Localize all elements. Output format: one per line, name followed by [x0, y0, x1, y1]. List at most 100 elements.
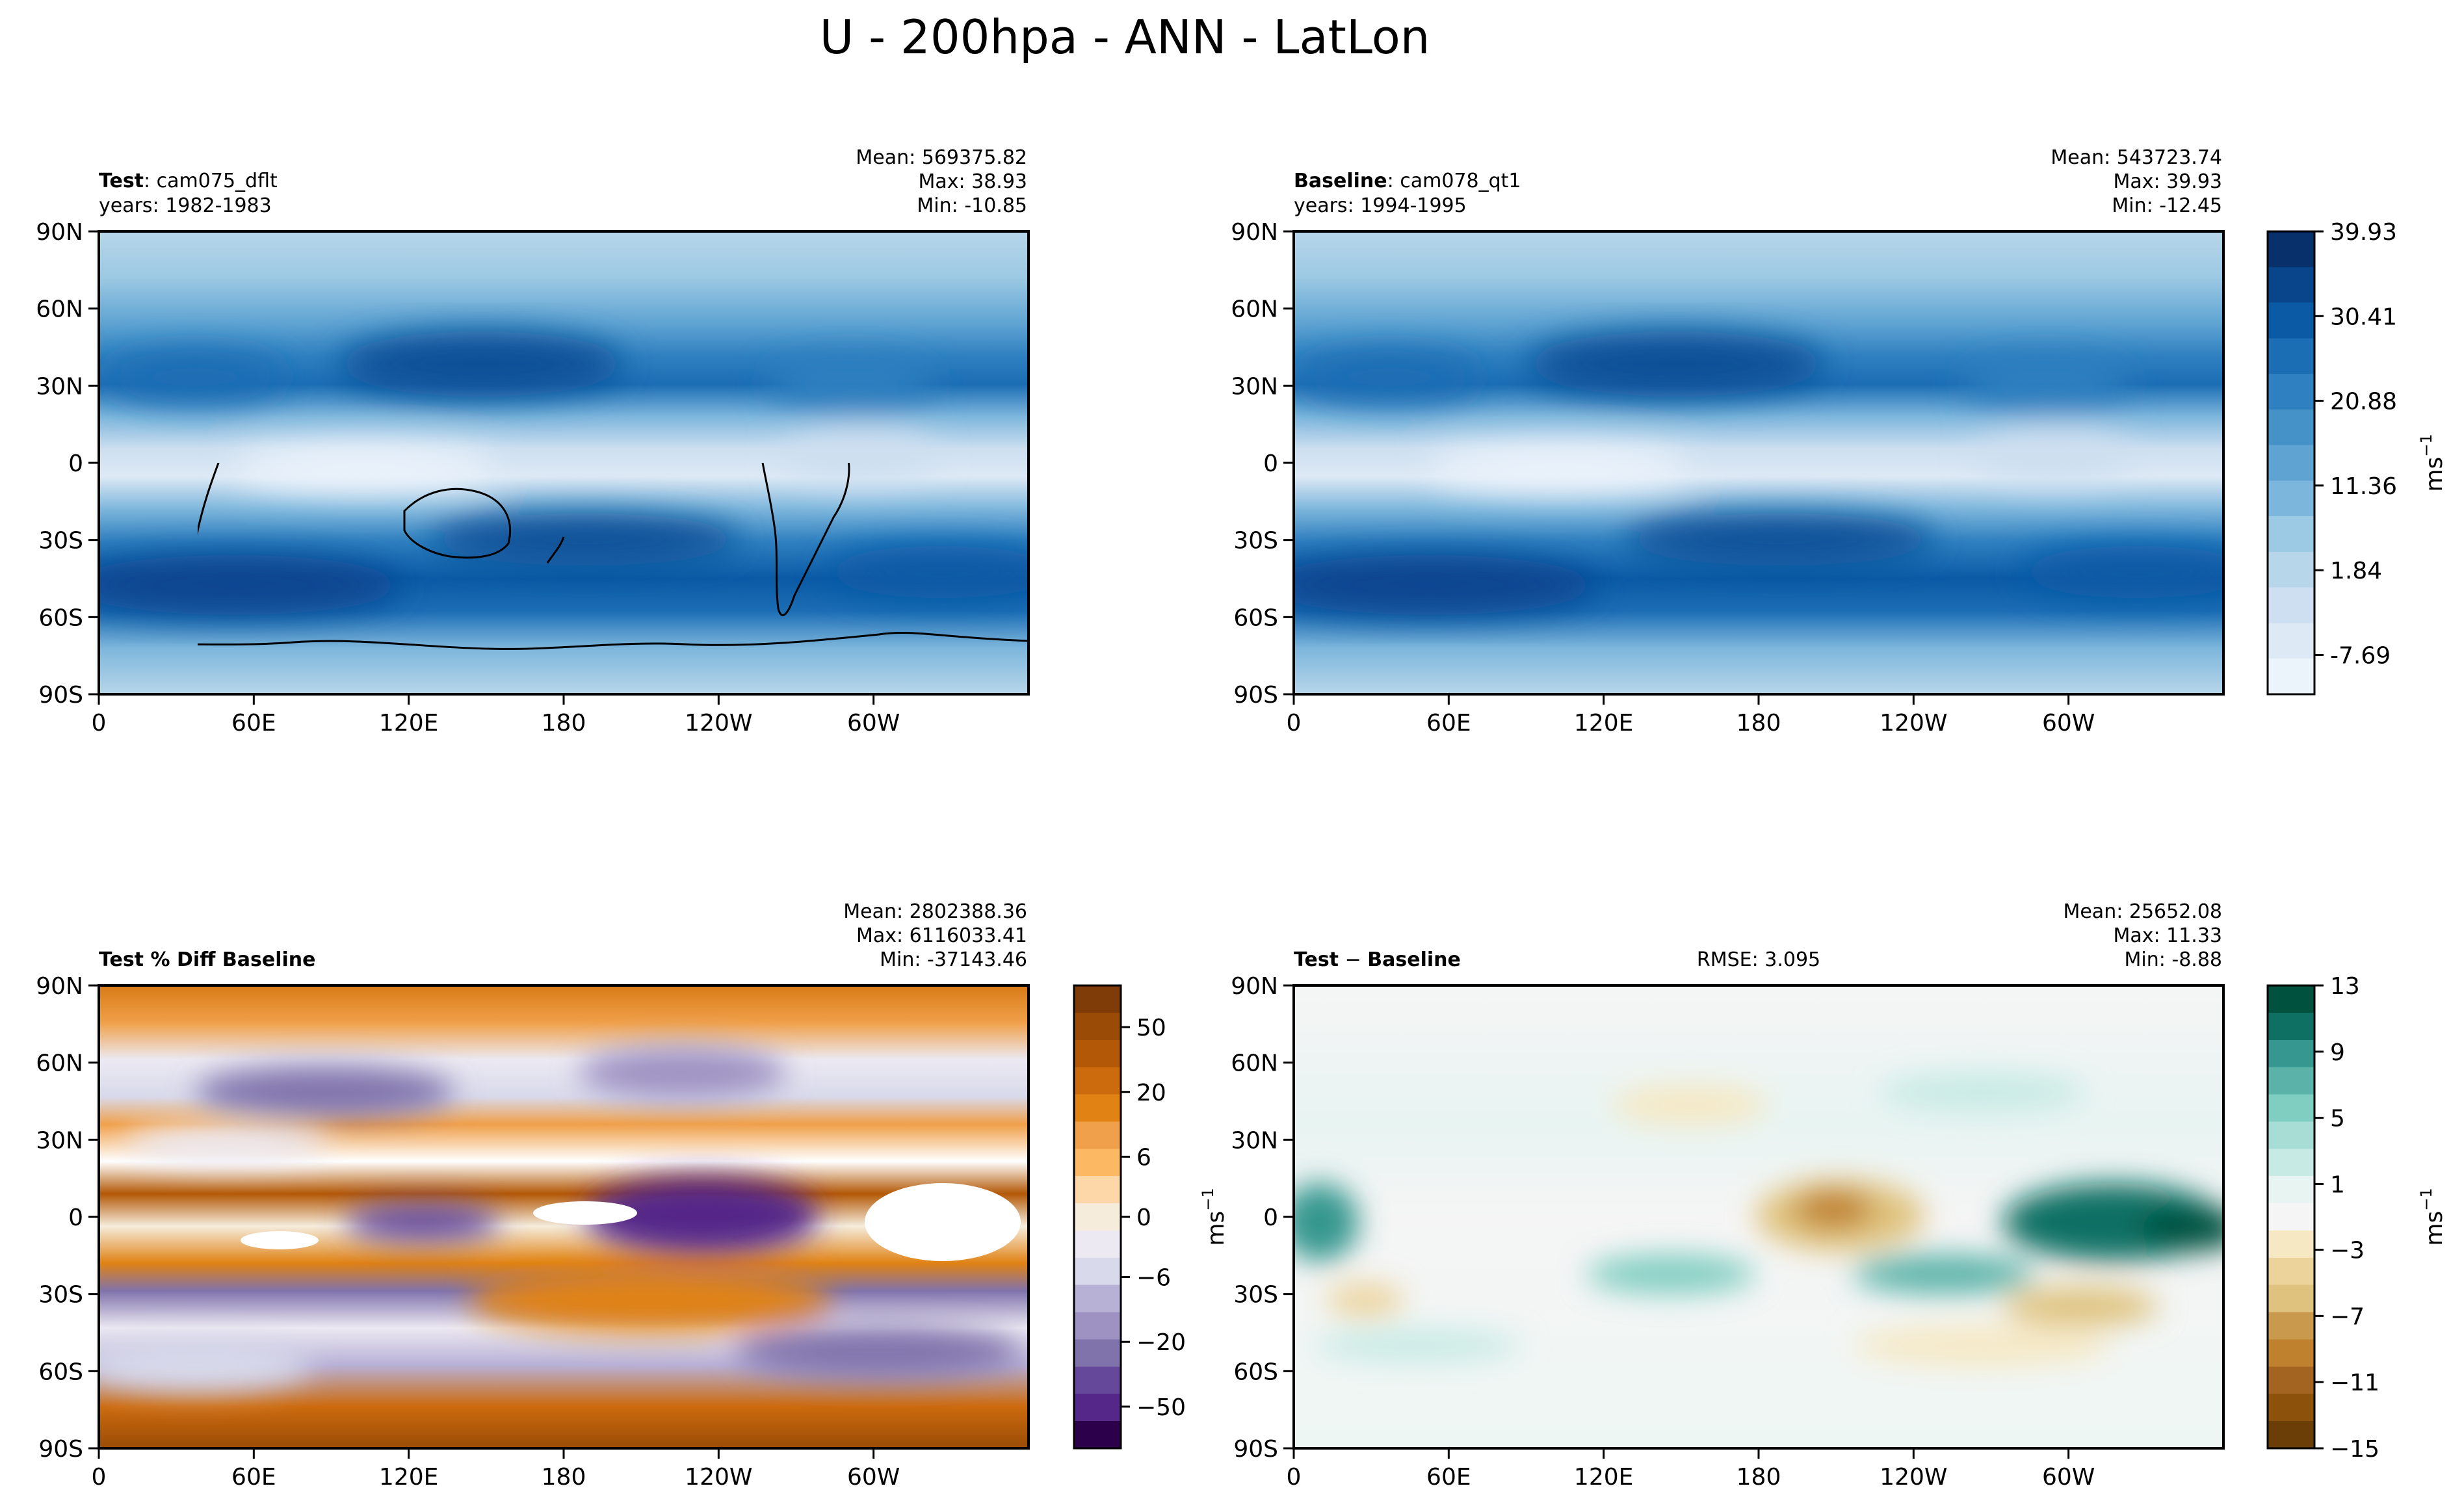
x-tick-label: 120E	[1574, 1464, 1633, 1491]
panel-baseline-min: Min: -12.45	[2112, 194, 2222, 217]
panel-pct-diff-title: Test % Diff Baseline	[99, 948, 316, 971]
coastline	[198, 631, 1029, 650]
colorbar-pct-diff-bar	[1073, 984, 1122, 1450]
y-tick-label: 60S	[38, 605, 83, 631]
x-tick-label: 120W	[685, 1464, 752, 1491]
y-tick-label: 30S	[38, 1282, 83, 1309]
panel-difference-title: Test − Baseline	[1294, 948, 1461, 971]
x-tick-label: 60W	[847, 710, 900, 736]
y-tick-label: 60S	[1233, 605, 1278, 631]
colorbar-tick-label: −3	[2330, 1238, 2365, 1264]
colorbar-baseline-bar	[2266, 230, 2316, 696]
x-tick-label: 180	[542, 710, 586, 736]
colorbar-tick-label: −11	[2330, 1370, 2379, 1396]
panel-pct-diff: Test % Diff Baseline Mean: 2802388.36 Ma…	[36, 900, 1186, 1491]
panel-difference: Test − Baseline RMSE: 3.095 Mean: 25652.…	[1199, 900, 2448, 1491]
panel-baseline: Baseline: cam078_qt1 years: 1994-1995 Me…	[1231, 146, 2448, 736]
panel-test-min: Min: -10.85	[917, 194, 1027, 217]
colorbar-tick-label: −20	[1136, 1329, 1186, 1356]
x-tick-label: 60W	[847, 1464, 900, 1491]
panel-pct-diff-axes: 0 60E 120E 180 120W 60W 90N 60N 30N 0 30S 60S 90S	[36, 973, 900, 1491]
y-tick-label: 90S	[1233, 682, 1278, 709]
panel-baseline-map	[1294, 231, 2223, 694]
colorbar-tick-label: 13	[2330, 973, 2360, 1000]
x-tick-label: 120W	[685, 710, 752, 736]
panel-test-map	[99, 231, 1029, 694]
y-tick-label: 30S	[1233, 528, 1278, 554]
y-tick-label: 0	[68, 450, 83, 477]
x-tick-label: 0	[1287, 710, 1302, 736]
panel-test-jets	[99, 332, 1029, 615]
x-tick-label: 120W	[1880, 710, 1947, 736]
panel-test-axes: 0 60E 120E 180 120W 60W 90N 60N 30N 0 30S 60S 90S	[36, 219, 900, 736]
x-tick-label: 120E	[379, 1464, 438, 1491]
panel-baseline-years: years: 1994-1995	[1294, 194, 1467, 217]
coastline	[403, 488, 512, 559]
y-tick-label: 90S	[38, 1436, 83, 1463]
panel-difference-title-minus: −	[1339, 948, 1367, 971]
panel-difference-min: Min: -8.88	[2125, 948, 2223, 971]
colorbar-tick-label: 1	[2330, 1171, 2345, 1198]
panel-test-title: Test: cam075_dflt	[99, 170, 278, 192]
colorbar-tick-label: −6	[1136, 1265, 1171, 1292]
panel-difference-mean: Mean: 25652.08	[2063, 900, 2222, 923]
colorbar-difference: 13 9 5 1 −3 −7 −11 −15 ms−1	[2266, 973, 2448, 1463]
y-tick-label: 30N	[36, 373, 83, 400]
panel-test-title-bold: Test	[99, 170, 144, 192]
colorbar-tick-label: -7.69	[2330, 642, 2391, 669]
panel-test-title-rest: : cam075_dflt	[144, 170, 278, 192]
colorbar-tick-label: 30.41	[2330, 304, 2397, 330]
y-tick-label: 90N	[1231, 219, 1278, 246]
y-tick-label: 30N	[36, 1127, 83, 1154]
y-tick-label: 60S	[38, 1359, 83, 1385]
x-tick-label: 60E	[1426, 1464, 1471, 1491]
colorbar-difference-unit-sup: −1	[2417, 1188, 2435, 1210]
y-tick-label: 30S	[38, 528, 83, 554]
y-tick-label: 60N	[1231, 296, 1278, 323]
colorbar-tick-label: 9	[2330, 1039, 2345, 1066]
colorbar-difference-label: ms−1	[2417, 1188, 2448, 1245]
panel-pct-diff-max: Max: 6116033.41	[856, 924, 1027, 947]
x-tick-label: 60E	[1426, 710, 1471, 736]
x-tick-label: 60W	[2042, 1464, 2095, 1491]
x-tick-label: 0	[92, 710, 107, 736]
colorbar-tick-label: 0	[1136, 1205, 1151, 1231]
y-tick-label: 90S	[38, 682, 83, 709]
panel-baseline-axes: 0 60E 120E 180 120W 60W 90N 60N 30N 0 30S 60S 90S	[1231, 219, 2095, 736]
y-tick-label: 0	[68, 1205, 83, 1231]
y-tick-label: 30S	[1233, 1282, 1278, 1309]
panel-difference-axes: 0 60E 120E 180 120W 60W 90N 60N 30N 0 30S 60S 90S	[1231, 973, 2095, 1491]
panel-pct-diff-missing-1	[865, 1183, 1021, 1261]
colorbar-tick-label: 6	[1136, 1144, 1151, 1171]
figure-title: U - 200hpa - ANN - LatLon	[820, 10, 1430, 64]
panel-test: Test: cam075_dflt years: 1982-1983 Mean:…	[36, 146, 1030, 736]
panel-difference-map	[1294, 985, 2223, 1448]
colorbar-tick-label: 20	[1136, 1080, 1166, 1106]
y-tick-label: 60N	[1231, 1050, 1278, 1077]
panel-difference-title-baseline: Baseline	[1367, 948, 1461, 971]
colorbar-tick-label: 39.93	[2330, 219, 2397, 246]
colorbar-tick-label: 1.84	[2330, 558, 2382, 584]
panel-baseline-jets	[1294, 332, 2223, 615]
y-tick-label: 30N	[1231, 1127, 1278, 1154]
x-tick-label: 120E	[379, 710, 438, 736]
x-tick-label: 180	[1737, 710, 1781, 736]
colorbar-baseline-unit-sup: −1	[2417, 434, 2435, 456]
panel-baseline-max: Max: 39.93	[2113, 170, 2222, 193]
colorbar-tick-label: −15	[2330, 1436, 2379, 1463]
colorbar-tick-label: −7	[2330, 1303, 2365, 1330]
colorbar-pct-diff: 50 20 6 0 −6 −20 −50	[1073, 984, 1186, 1450]
colorbar-tick-label: 50	[1136, 1015, 1166, 1041]
colorbar-pct-diff-ticks: 50 20 6 0 −6 −20 −50	[1121, 1015, 1186, 1421]
panel-baseline-mean: Mean: 543723.74	[2051, 146, 2222, 169]
colorbar-difference-bar	[2266, 984, 2316, 1450]
colorbar-tick-label: −50	[1136, 1394, 1186, 1421]
panel-pct-diff-mean: Mean: 2802388.36	[843, 900, 1027, 923]
x-tick-label: 60W	[2042, 710, 2095, 736]
x-tick-label: 0	[92, 1464, 107, 1491]
panel-pct-diff-missing-3	[241, 1231, 319, 1249]
panel-baseline-title-bold: Baseline	[1294, 170, 1387, 192]
colorbar-baseline-unit: ms	[2421, 457, 2448, 492]
panel-difference-left-unit-sup: −1	[1199, 1188, 1217, 1210]
